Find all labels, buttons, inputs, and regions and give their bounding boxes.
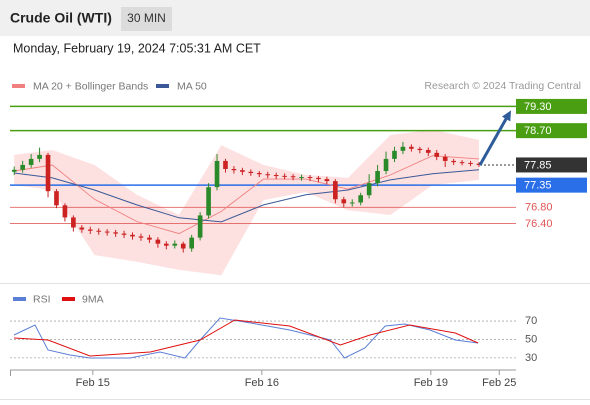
candle-body [383,158,389,172]
candle-body [20,164,25,170]
candle-body [45,154,51,192]
legend-label: MA 20 + Bollinger Bands [33,80,148,92]
candle-body [366,183,372,196]
level-box [516,177,587,193]
candle-body [79,227,85,230]
candle-body [96,230,102,232]
x-tick-label: Feb 25 [482,377,516,389]
candle-body [375,171,380,184]
candle-body [358,195,364,203]
level-box [516,157,587,173]
candle-body [37,154,42,159]
candle-body [62,205,68,218]
candle-body [147,237,152,240]
candle-body [54,191,59,206]
candle-body [307,177,313,179]
interval-box [121,7,172,31]
candle-body [425,150,431,153]
candle-body [273,175,279,177]
legend-swatch [12,84,25,88]
ma-line [14,155,480,235]
candle-body [299,177,304,179]
level-box [516,98,587,114]
title: Crude Oil (WTI) [10,10,112,26]
candle-body [172,243,178,246]
x-tick-label: Feb 19 [414,377,448,389]
candle-body [392,150,397,159]
candle-body [400,146,406,151]
candle-body [71,217,76,228]
candle-body [223,160,228,169]
candle-body [434,152,440,157]
level-label: 79.30 [524,101,552,113]
candle-body [87,229,93,231]
candle-body [180,243,186,249]
y-tick-label: 70 [525,315,537,327]
legend-label: MA 50 [177,80,207,92]
candle-body [333,181,338,200]
candle-body [28,158,34,165]
candle-body [341,199,347,204]
candle-body [130,234,135,237]
candle-body [256,173,262,175]
candle-body [265,174,271,176]
candle-body [240,170,245,172]
y-tick-label: 30 [525,352,537,364]
y-tick-label: 50 [525,333,537,345]
candle-body [121,233,127,235]
candle-body [324,179,330,182]
candle-body [451,160,456,163]
candle-body [113,232,118,234]
x-tick-label: Feb 16 [245,377,279,389]
level-label: 78.70 [524,125,552,137]
rsi-line [13,317,479,359]
candle-body [104,231,110,233]
level-label: 76.40 [525,218,553,230]
legend-swatch [156,84,169,88]
level-label: 77.35 [524,180,552,192]
candle-body [164,243,169,246]
candle-body [468,162,473,164]
candle-body [214,160,220,188]
arrow-head [501,110,511,122]
credit: Research © 2024 Trading Central [424,80,581,92]
legend-label: RSI [33,293,51,305]
candle-body [189,237,195,249]
level-box [516,123,587,139]
legend-swatch [13,297,26,301]
candle-body [409,146,414,149]
datetime: Monday, February 19, 2024 7:05:31 AM CET [13,41,261,55]
candle-body [138,236,144,238]
candle-body [231,168,237,171]
candle-body [11,169,17,172]
candle-body [442,156,448,161]
x-tick-label: Feb 15 [76,377,110,389]
target-arrow [478,114,510,166]
candle-body [459,162,465,164]
header-bar [0,0,590,36]
candle-body [349,202,355,204]
candle-body [316,177,321,180]
interval: 30 MIN [127,11,166,25]
bollinger-band [14,129,479,276]
candle-body [206,187,211,216]
level-label: 76.80 [525,202,553,214]
candle-body [417,148,423,151]
candle-body [197,215,203,238]
candle-body [155,239,161,244]
candle-body [282,175,287,177]
legend-swatch [62,297,75,301]
ma-line [14,169,480,223]
legend-label: 9MA [82,293,104,305]
level-label: 77.85 [524,159,552,171]
candle-body [290,176,296,178]
candle-body [248,171,254,174]
rsi-line [13,319,479,357]
